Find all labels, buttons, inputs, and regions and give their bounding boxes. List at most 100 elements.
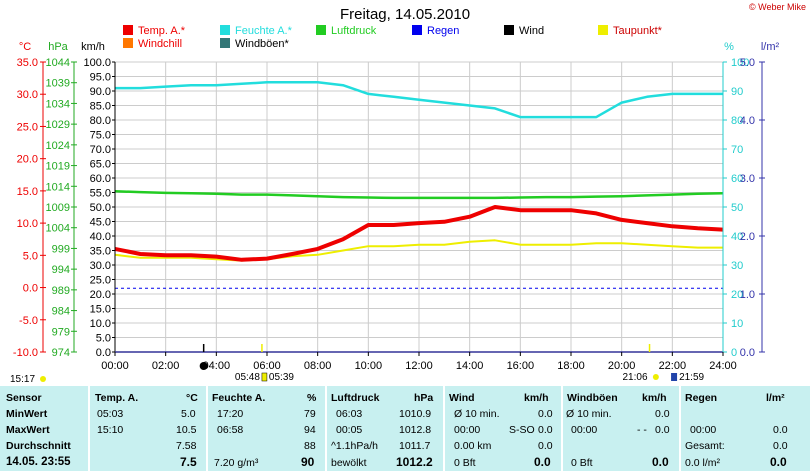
tick-label-pct: 70 [731, 144, 743, 156]
wind-distance: 0.00 km [454, 440, 492, 452]
tick-label-c: 5.0 [23, 250, 38, 262]
moonrise-time: 05:39 [269, 372, 294, 383]
copyright-text: © Weber Mike [749, 2, 806, 12]
col-hum: Feuchte A. [212, 392, 266, 404]
rain-max-value: 0.0 [773, 424, 788, 436]
tick-label-kmh: 90.0 [90, 86, 111, 98]
tick-label-kmh: 10.0 [90, 318, 111, 330]
legend-label: Temp. A.* [138, 25, 186, 37]
rain-total-label: Gesamt: [685, 440, 725, 452]
chart-series [114, 81, 724, 289]
tick-label-kmh: 65.0 [90, 159, 111, 171]
col-gust-unit: km/h [642, 392, 667, 404]
wind-avg-label: Ø 10 min. [454, 408, 500, 420]
tick-label-x: 24:00 [709, 360, 737, 372]
tick-label-pct: 0 [731, 347, 737, 359]
gust-now-value: 0.0 [652, 455, 669, 469]
tick-label-kmh: 85.0 [90, 101, 111, 113]
chart-grid [114, 61, 724, 353]
axis-unit-pct: % [724, 41, 734, 53]
tick-label-kmh: 55.0 [90, 188, 111, 200]
press-forecast: bewölkt [331, 457, 367, 469]
tick-label-kmh: 20.0 [90, 289, 111, 301]
moonrise-icon [671, 373, 678, 381]
moon-icon [199, 362, 208, 370]
axis-unit-kmh: km/h [81, 41, 105, 53]
tick-label-hpa: 1009 [46, 202, 70, 214]
tick-label-rain: 0.0 [740, 347, 755, 359]
gust-avg-value: 0.0 [655, 408, 670, 420]
tick-label-rain: 5.0 [740, 57, 755, 69]
tick-label-x: 20:00 [608, 360, 636, 372]
rain-now-extra: 0.0 l/m² [685, 457, 721, 469]
tick-label-kmh: 35.0 [90, 246, 111, 258]
hum-max-value: 94 [304, 424, 316, 436]
tick-label-kmh: 50.0 [90, 202, 111, 214]
axis-unit-c: °C [19, 41, 31, 53]
tick-label-c: 0.0 [23, 283, 38, 295]
tick-label-pct: 30 [731, 260, 743, 272]
tick-label-pct: 90 [731, 86, 743, 98]
tick-label-rain: 3.0 [740, 173, 755, 185]
hum-min-value: 79 [304, 408, 316, 420]
col-rain-unit: l/m² [766, 392, 785, 404]
moon-time: 21:59 [679, 372, 704, 383]
legend-label: Feuchte A.* [235, 25, 293, 37]
wind-avg-value: 0.0 [538, 408, 553, 420]
legend-label: Luftdruck [331, 25, 377, 37]
tick-label-x: 02:00 [152, 360, 180, 372]
col-wind: Wind [449, 392, 475, 404]
tick-label-x: 14:00 [456, 360, 484, 372]
tick-label-x: 12:00 [405, 360, 433, 372]
legend-swatch [220, 25, 230, 35]
tick-label-pct: 10 [731, 318, 743, 330]
tick-label-kmh: 100.0 [83, 57, 111, 69]
chart-axes: 100.095.090.085.080.075.070.065.060.055.… [10, 25, 779, 385]
tick-label-hpa: 1044 [46, 57, 70, 69]
hum-avg-value: 88 [304, 440, 316, 452]
tick-label-x: 00:00 [101, 360, 129, 372]
tick-label-rain: 2.0 [740, 231, 755, 243]
gust-bft: 0 Bft [571, 457, 593, 469]
tick-label-kmh: 40.0 [90, 231, 111, 243]
col-wind-unit: km/h [524, 392, 549, 404]
col-gust: Windböen [567, 392, 618, 404]
sun-icon [40, 376, 46, 382]
tick-label-kmh: 15.0 [90, 304, 111, 316]
series-line-taupunkt [114, 239, 723, 262]
tick-label-c: 25.0 [17, 121, 38, 133]
row-max: MaxWert [6, 424, 50, 436]
row-avg: Durchschnitt [6, 440, 71, 452]
tick-label-pct: 40 [731, 231, 743, 243]
rain-now-value: 0.0 [770, 455, 787, 469]
temp-min-time: 05:03 [97, 408, 124, 420]
tick-label-x: 06:00 [253, 360, 281, 372]
press-max-time: 00:05 [336, 424, 363, 436]
col-temp-unit: °C [186, 392, 198, 404]
legend-swatch [123, 25, 133, 35]
chart-title: Freitag, 14.05.2010 [339, 6, 471, 23]
wind-now-value: 0.0 [534, 455, 551, 469]
press-now-value: 1012.2 [396, 455, 433, 469]
tick-label-kmh: 95.0 [90, 72, 111, 84]
series-line-feuchtea [115, 81, 723, 119]
tick-label-kmh: 5.0 [96, 333, 111, 345]
tick-label-kmh: 60.0 [90, 173, 111, 185]
tick-label-kmh: 25.0 [90, 275, 111, 287]
left-time-label: 15:17 [10, 374, 35, 385]
tick-label-x: 18:00 [557, 360, 585, 372]
rain-total-value: 0.0 [773, 440, 788, 452]
sunset-time: 21:06 [623, 372, 648, 383]
tick-label-kmh: 75.0 [90, 130, 111, 142]
col-hum-unit: % [307, 392, 317, 404]
press-avg-value: 1011.7 [399, 440, 431, 452]
temp-now-value: 7.5 [180, 455, 197, 469]
stats-table: Sensor Temp. A. °C Feuchte A. % Luftdruc… [0, 386, 810, 471]
gust-direction: - - [637, 424, 647, 436]
tick-label-x: 22:00 [659, 360, 687, 372]
temp-avg-value: 7.58 [176, 440, 197, 452]
tick-label-pct: 100 [731, 57, 749, 69]
tick-label-hpa: 1029 [46, 119, 70, 131]
tick-label-c: 10.0 [17, 218, 38, 230]
tick-label-hpa: 1039 [46, 78, 70, 90]
